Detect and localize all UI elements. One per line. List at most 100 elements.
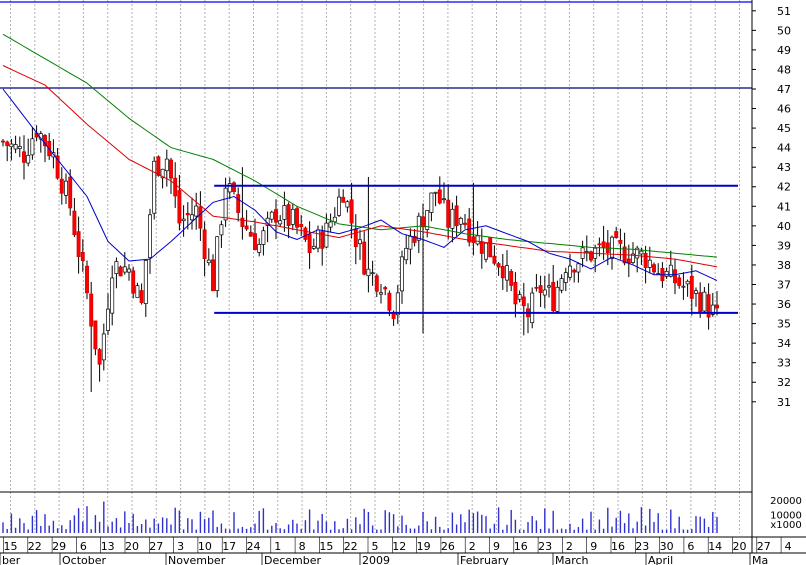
candle-body-up bbox=[450, 208, 455, 229]
candle-body-up bbox=[358, 239, 362, 245]
candle-body-up bbox=[404, 247, 409, 261]
candle-body-down bbox=[173, 177, 178, 197]
candle-body-down bbox=[383, 287, 388, 290]
candle-body-up bbox=[135, 285, 140, 298]
day-label: 15 bbox=[4, 540, 18, 553]
day-label: 2 bbox=[469, 540, 476, 553]
day-label: 27 bbox=[757, 540, 771, 553]
candle-body-down bbox=[80, 251, 85, 261]
candle-body-up bbox=[668, 264, 673, 277]
candle-body-down bbox=[572, 269, 577, 273]
day-label: 10 bbox=[198, 540, 212, 553]
candle-body-up bbox=[26, 155, 31, 164]
candle-body-down bbox=[232, 182, 236, 192]
month-label: Ma bbox=[752, 554, 768, 565]
candle-body-down bbox=[437, 189, 442, 204]
candle-body-up bbox=[647, 259, 652, 268]
candle-body-up bbox=[505, 265, 509, 281]
candle-body-up bbox=[122, 266, 127, 273]
candle-body-down bbox=[295, 208, 299, 228]
y-tick-label: 40 bbox=[777, 220, 791, 233]
candle-body-down bbox=[706, 294, 711, 318]
candle-body-up bbox=[395, 292, 400, 316]
candle-body-up bbox=[547, 285, 551, 288]
month-label: December bbox=[264, 554, 322, 565]
candle-body-up bbox=[106, 308, 110, 331]
candle-body-up bbox=[530, 292, 535, 324]
day-label: 23 bbox=[538, 540, 552, 553]
candle-body-up bbox=[559, 278, 564, 291]
candle-body-up bbox=[366, 268, 371, 277]
candle-body-up bbox=[635, 247, 640, 259]
candle-body-down bbox=[185, 212, 190, 216]
y-tick-label: 39 bbox=[777, 239, 791, 252]
candle-body-up bbox=[517, 294, 522, 300]
candle-body-down bbox=[589, 251, 593, 261]
candle-body-up bbox=[710, 304, 715, 315]
candle-body-down bbox=[467, 218, 472, 243]
candle-body-down bbox=[362, 241, 367, 275]
candle-body-down bbox=[496, 263, 501, 268]
candle-body-down bbox=[349, 199, 354, 224]
y-tick-label: 33 bbox=[777, 357, 791, 370]
candle-body-down bbox=[614, 231, 619, 239]
candle-body-down bbox=[677, 277, 682, 286]
candle-body-down bbox=[177, 190, 182, 224]
candle-body-up bbox=[215, 236, 220, 291]
candle-body-up bbox=[219, 224, 224, 236]
y-tick-label: 36 bbox=[777, 298, 791, 311]
candle-body-up bbox=[101, 333, 106, 361]
candle-body-down bbox=[500, 266, 505, 279]
candle-body-down bbox=[43, 135, 47, 147]
day-label: 30 bbox=[660, 540, 674, 553]
y-tick-label: 51 bbox=[777, 5, 791, 18]
candle-body-down bbox=[454, 205, 459, 227]
candle-body-up bbox=[425, 210, 430, 230]
moving-average-line bbox=[2, 88, 718, 282]
month-label: March bbox=[555, 554, 589, 565]
candle-body-down bbox=[618, 239, 623, 244]
candle-body-down bbox=[139, 290, 144, 303]
candle-body-down bbox=[59, 178, 64, 194]
candle-body-down bbox=[85, 265, 89, 294]
candle-body-up bbox=[664, 271, 669, 277]
y-tick-label: 41 bbox=[777, 200, 791, 213]
day-label: 5 bbox=[372, 540, 379, 553]
month-label: April bbox=[648, 554, 673, 565]
candle-body-down bbox=[76, 231, 81, 257]
candle-body-down bbox=[274, 209, 278, 223]
candle-body-up bbox=[631, 253, 635, 263]
candle-body-down bbox=[626, 258, 631, 264]
volume-scale-unit: x1000 bbox=[770, 520, 801, 531]
candle-body-up bbox=[278, 220, 283, 225]
candle-body-down bbox=[689, 275, 694, 299]
y-tick-label: 45 bbox=[777, 122, 791, 135]
candle-body-up bbox=[694, 290, 698, 294]
candle-body-down bbox=[89, 293, 94, 327]
candle-body-down bbox=[374, 275, 379, 292]
candle-body-up bbox=[190, 214, 194, 221]
candle-body-down bbox=[320, 231, 325, 249]
candle-body-down bbox=[446, 199, 451, 228]
candle-body-up bbox=[181, 218, 186, 222]
candle-body-down bbox=[643, 253, 648, 268]
candle-body-down bbox=[509, 271, 514, 286]
candle-body-down bbox=[479, 241, 484, 254]
y-tick-label: 48 bbox=[777, 63, 791, 76]
candle-body-down bbox=[538, 285, 543, 293]
day-label: 27 bbox=[149, 540, 163, 553]
y-tick-label: 49 bbox=[777, 44, 791, 57]
candle-body-down bbox=[513, 282, 518, 305]
candle-body-up bbox=[13, 144, 18, 150]
moving-average-line bbox=[2, 65, 718, 268]
day-label: 3 bbox=[177, 540, 184, 553]
day-label: 6 bbox=[687, 540, 694, 553]
day-label: 22 bbox=[28, 540, 42, 553]
candle-body-down bbox=[307, 234, 312, 254]
day-label: 26 bbox=[441, 540, 455, 553]
candle-body-up bbox=[337, 196, 341, 216]
candle-body-up bbox=[110, 277, 115, 314]
candle-body-up bbox=[429, 192, 434, 213]
month-label: October bbox=[62, 554, 106, 565]
